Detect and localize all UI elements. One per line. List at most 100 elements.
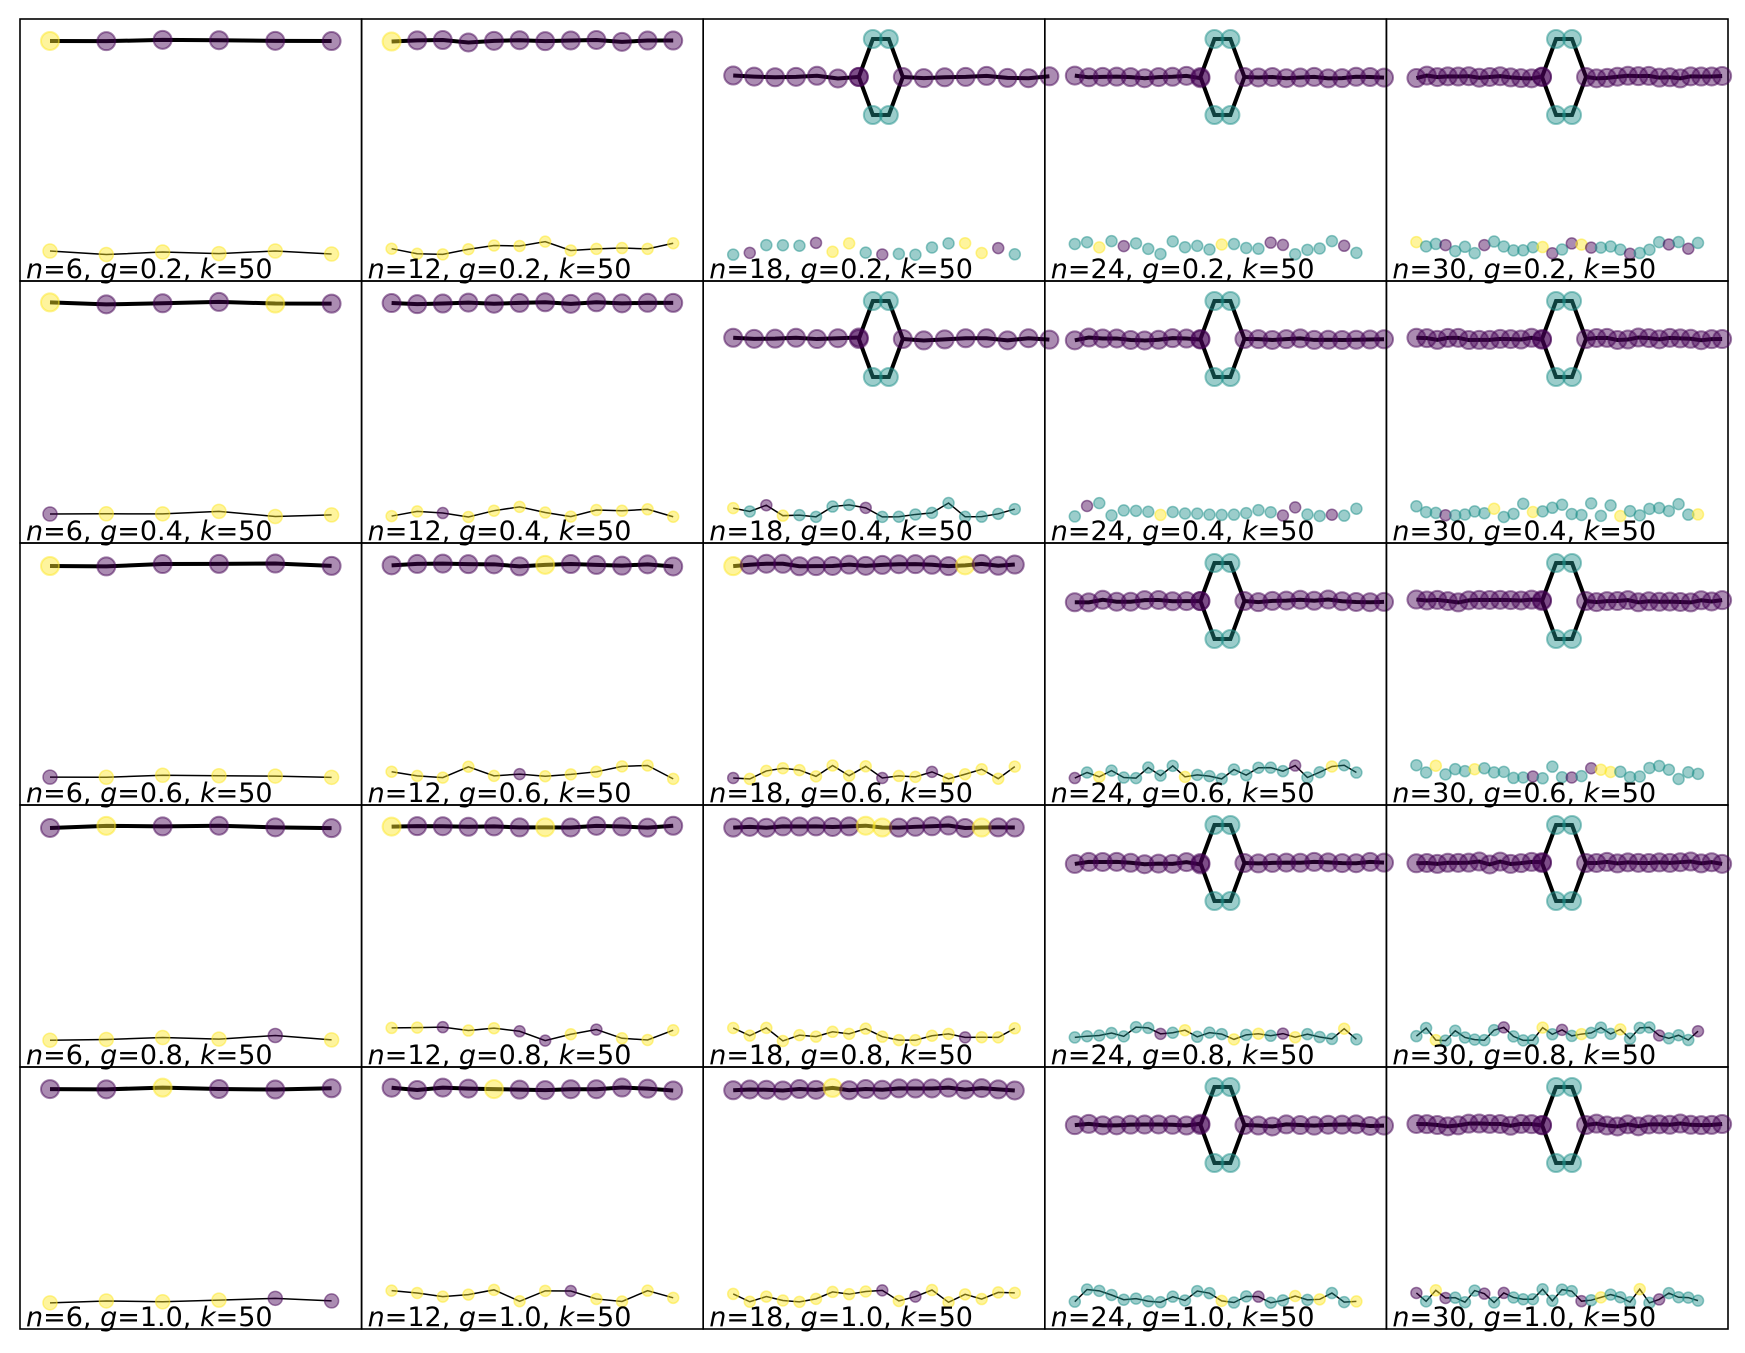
panel-frame	[360, 18, 705, 282]
bottom-node	[776, 1034, 790, 1048]
bottom-node	[826, 245, 839, 259]
bottom-node	[666, 772, 680, 786]
node	[586, 29, 607, 50]
bottom-node	[1276, 1027, 1290, 1040]
bottom-node	[1487, 1296, 1501, 1309]
node	[997, 330, 1018, 351]
node	[96, 556, 117, 577]
node	[1628, 66, 1649, 87]
panel-7: n=12, g=0.4, k=50	[360, 280, 705, 547]
bottom-node	[958, 1288, 972, 1301]
bottom-node	[958, 236, 972, 250]
bottom-node	[1190, 239, 1204, 253]
bottom-node	[842, 769, 856, 782]
node	[913, 68, 934, 89]
node	[432, 1077, 453, 1098]
bottom-node	[1350, 766, 1363, 779]
node	[744, 66, 765, 87]
bottom-node	[1410, 1029, 1423, 1043]
bottom-node	[1691, 508, 1705, 521]
bottom-node	[1068, 771, 1082, 785]
bottom-edge	[1074, 1288, 1357, 1304]
bottom-node	[1672, 235, 1685, 249]
node	[1586, 68, 1607, 89]
node	[321, 555, 342, 576]
node	[1234, 591, 1255, 611]
bottom-node	[1154, 1295, 1167, 1309]
bottom-node	[1313, 242, 1326, 255]
panel-label: n=18, g=0.4, k=50	[709, 516, 973, 547]
node	[1204, 29, 1225, 49]
bottom-node	[876, 771, 889, 785]
node	[1262, 852, 1283, 873]
node	[1332, 330, 1353, 351]
bottom-node	[975, 1030, 988, 1044]
node	[1220, 1077, 1241, 1097]
bottom-node	[1166, 1290, 1179, 1303]
bottom-node	[809, 770, 823, 783]
bottom-node	[1093, 496, 1106, 510]
node	[1374, 591, 1395, 612]
bottom-node	[958, 510, 972, 524]
bottom-node	[726, 248, 740, 261]
bottom-node	[641, 503, 654, 516]
bottom-node	[1516, 1293, 1530, 1306]
node	[381, 293, 402, 314]
node	[1248, 329, 1269, 350]
bottom-node	[859, 1285, 872, 1298]
node	[938, 815, 959, 836]
bottom-node	[1526, 1292, 1540, 1306]
bottom-node	[564, 244, 578, 257]
node	[381, 1077, 402, 1098]
node	[152, 29, 173, 50]
node	[612, 816, 632, 837]
bottom-node	[892, 1033, 906, 1047]
node	[1220, 105, 1241, 125]
bottom-node	[462, 510, 475, 524]
node	[976, 65, 997, 86]
node	[381, 816, 402, 837]
bottom-node	[743, 1295, 757, 1308]
node	[723, 327, 744, 348]
panel-label: n=24, g=0.2, k=50	[1051, 254, 1315, 285]
node	[1220, 29, 1241, 49]
chain-edge	[49, 1085, 332, 1092]
bottom-node	[925, 1029, 939, 1043]
bottom-node	[323, 1032, 340, 1048]
bottom-node	[666, 1291, 680, 1305]
node	[612, 555, 632, 576]
node	[1360, 329, 1381, 350]
node	[855, 815, 876, 836]
bottom-node	[1526, 505, 1540, 519]
node	[1039, 66, 1060, 87]
node	[1638, 853, 1659, 874]
node	[822, 816, 843, 837]
bottom-node	[1458, 240, 1472, 254]
bottom-node	[538, 1284, 552, 1298]
node	[1106, 1115, 1127, 1136]
node	[1701, 66, 1722, 87]
panel-label: n=18, g=0.2, k=50	[709, 254, 973, 285]
panel-2: n=12, g=0.2, k=50	[360, 18, 705, 285]
node	[1680, 1114, 1701, 1135]
node	[872, 554, 893, 575]
node	[1562, 1153, 1583, 1173]
bottom-node	[793, 1028, 806, 1042]
bottom-node	[1536, 1021, 1549, 1034]
node	[208, 553, 229, 574]
node	[637, 1078, 658, 1099]
bottom-edge	[732, 1289, 1015, 1304]
bottom-node	[154, 244, 171, 260]
node	[381, 555, 402, 576]
bottom-node	[1227, 237, 1241, 251]
node	[1018, 68, 1039, 89]
bottom-node	[760, 498, 773, 512]
node	[765, 328, 786, 349]
bottom-node	[1584, 1026, 1598, 1040]
bottom-node	[1203, 243, 1216, 256]
bottom-node	[1142, 505, 1155, 518]
node	[839, 1080, 860, 1101]
bottom-node	[793, 1295, 806, 1309]
node	[1701, 329, 1722, 350]
node	[612, 1077, 632, 1098]
